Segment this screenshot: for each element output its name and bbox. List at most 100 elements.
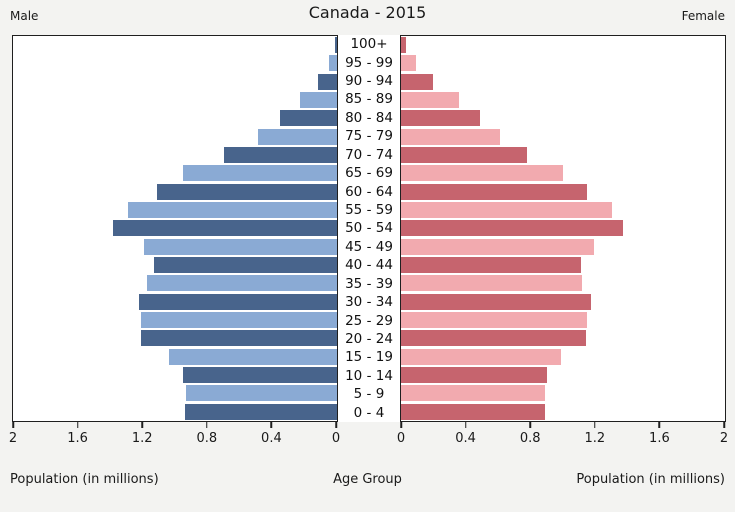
bar-row (401, 403, 725, 421)
bar-row (13, 293, 337, 311)
male-x-axis-title: Population (in millions) (10, 472, 159, 487)
bar-row (13, 36, 337, 54)
bar-row (13, 73, 337, 91)
bar-male-55-59 (128, 202, 337, 219)
age-group-label: 65 - 69 (345, 165, 393, 182)
bar-row (401, 293, 725, 311)
age-group-label: 50 - 54 (345, 220, 393, 237)
bar-female-55-59 (401, 202, 612, 219)
bar-male-85-89 (299, 92, 337, 109)
x-tick-mark (270, 422, 273, 428)
age-group-labels-column: 100+ 95 - 99 90 - 94 85 - 89 80 - 84 75 - 79 7… (338, 35, 400, 422)
age-group-label: 100+ (350, 36, 388, 53)
bar-row (401, 219, 725, 237)
bar-row (401, 183, 725, 201)
bar-row (401, 164, 725, 182)
bar-male-30-34 (139, 293, 337, 310)
bar-row (13, 146, 337, 164)
bar-row (401, 128, 725, 146)
bar-female-5-9 (401, 385, 546, 402)
chart-title: Canada - 2015 (308, 3, 427, 22)
age-group-label: 20 - 24 (345, 330, 393, 347)
bar-female-100+ (401, 37, 406, 54)
bar-row (13, 109, 337, 127)
bar-row (401, 384, 725, 402)
bar-female-35-39 (401, 275, 583, 292)
age-group-label: 75 - 79 (345, 128, 393, 145)
x-tick-mark (658, 422, 661, 428)
bar-female-70-74 (401, 147, 528, 164)
bar-row (13, 329, 337, 347)
age-group-label: 95 - 99 (345, 54, 393, 71)
bar-male-65-69 (183, 165, 337, 182)
age-group-label: 25 - 29 (345, 312, 393, 329)
bar-female-50-54 (401, 220, 623, 237)
bar-row (401, 109, 725, 127)
male-bars-panel (12, 35, 338, 422)
female-side-label: Female (681, 9, 725, 23)
bar-male-15-19 (168, 348, 337, 365)
bar-female-65-69 (401, 165, 563, 182)
age-group-label: 55 - 59 (345, 202, 393, 218)
bar-male-70-74 (223, 147, 337, 164)
x-tick-label: 0.4 (261, 431, 282, 446)
bar-row (13, 311, 337, 329)
bar-male-60-64 (157, 183, 337, 200)
bar-male-35-39 (147, 275, 337, 292)
x-tick-label: 1.6 (649, 431, 670, 446)
bar-female-45-49 (401, 238, 594, 255)
x-tick-mark (723, 422, 725, 428)
bar-row (13, 403, 337, 421)
age-group-label: 85 - 89 (345, 91, 393, 108)
age-group-label: 10 - 14 (345, 367, 393, 384)
bar-row (401, 54, 725, 72)
x-tick-mark (206, 422, 208, 428)
x-tick-label: 0.8 (196, 431, 218, 446)
age-group-label: 15 - 19 (345, 349, 393, 366)
age-group-label: 35 - 39 (345, 275, 393, 292)
x-tick-label: 0.4 (455, 431, 476, 446)
bar-row (401, 36, 725, 54)
bar-row (13, 164, 337, 182)
bar-female-75-79 (401, 128, 500, 145)
bar-row (401, 238, 725, 256)
bar-female-80-84 (401, 110, 481, 127)
bar-row (401, 73, 725, 91)
x-tick-mark (400, 422, 402, 428)
x-tick-label: 1.6 (67, 431, 88, 446)
bar-female-10-14 (401, 367, 547, 384)
female-x-axis-title: Population (in millions) (576, 472, 725, 487)
bar-row (401, 274, 725, 292)
bar-female-95-99 (401, 55, 416, 72)
age-group-label: 45 - 49 (345, 238, 393, 255)
x-tick-label: 2 (8, 431, 18, 446)
bar-male-50-54 (113, 220, 337, 237)
age-group-label: 90 - 94 (345, 73, 393, 90)
x-tick-mark (76, 422, 79, 428)
bar-row (401, 256, 725, 274)
x-tick-mark (12, 422, 14, 428)
age-group-label: 40 - 44 (345, 257, 393, 274)
bar-male-20-24 (140, 330, 337, 347)
bar-female-90-94 (401, 73, 434, 90)
bar-row (13, 348, 337, 366)
age-group-axis-title: Age Group (333, 472, 402, 487)
x-tick-label: 0 (396, 431, 406, 446)
age-group-label: 30 - 34 (345, 294, 393, 311)
bar-male-10-14 (183, 367, 337, 384)
bar-male-95-99 (328, 55, 337, 72)
bar-row (13, 183, 337, 201)
bar-row (13, 219, 337, 237)
bar-male-0-4 (184, 403, 337, 420)
x-tick-mark (529, 422, 531, 428)
x-tick-mark (464, 422, 467, 428)
bar-row (401, 91, 725, 109)
male-side-label: Male (10, 9, 39, 23)
bar-row (401, 146, 725, 164)
x-tick-label: 0.8 (519, 431, 541, 446)
bar-row (13, 201, 337, 219)
bar-row (13, 54, 337, 72)
female-bars-panel (400, 35, 726, 422)
bar-male-100+ (335, 37, 337, 54)
bar-male-40-44 (153, 257, 337, 274)
